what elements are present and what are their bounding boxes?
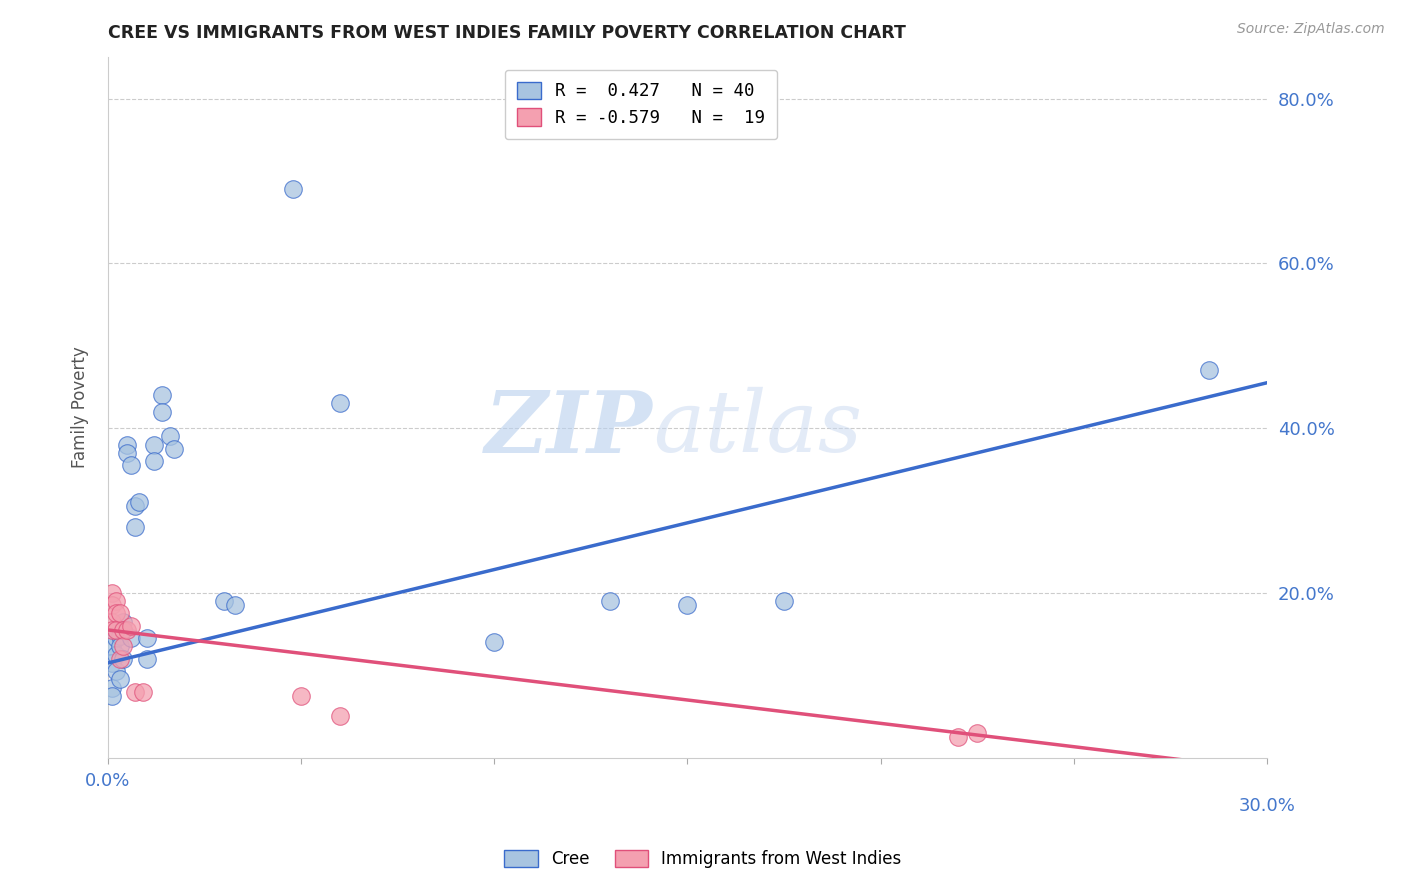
Legend: R =  0.427   N = 40, R = -0.579   N =  19: R = 0.427 N = 40, R = -0.579 N = 19 — [505, 70, 778, 139]
Point — [101, 599, 124, 613]
Point — [212, 594, 235, 608]
Point — [159, 429, 181, 443]
Point — [101, 656, 124, 670]
Point — [224, 599, 246, 613]
Point — [132, 685, 155, 699]
Point — [104, 594, 127, 608]
Point — [112, 652, 135, 666]
Point — [101, 615, 124, 629]
Point — [117, 437, 139, 451]
Point — [104, 607, 127, 621]
Point — [101, 623, 124, 637]
Point — [773, 594, 796, 608]
Point — [101, 681, 124, 695]
Point — [104, 631, 127, 645]
Point — [329, 709, 352, 723]
Point — [104, 664, 127, 678]
Point — [135, 631, 157, 645]
Point — [946, 730, 969, 744]
Point — [290, 689, 312, 703]
Point — [163, 442, 186, 456]
Point — [966, 726, 988, 740]
Point — [143, 437, 166, 451]
Point — [112, 615, 135, 629]
Point — [117, 446, 139, 460]
Legend: Cree, Immigrants from West Indies: Cree, Immigrants from West Indies — [498, 843, 908, 875]
Point — [135, 652, 157, 666]
Point — [124, 520, 146, 534]
Point — [101, 689, 124, 703]
Text: 30.0%: 30.0% — [1239, 797, 1295, 814]
Point — [101, 640, 124, 654]
Point — [108, 652, 131, 666]
Point — [150, 388, 173, 402]
Text: CREE VS IMMIGRANTS FROM WEST INDIES FAMILY POVERTY CORRELATION CHART: CREE VS IMMIGRANTS FROM WEST INDIES FAMI… — [108, 24, 905, 42]
Point — [108, 623, 131, 637]
Text: atlas: atlas — [652, 387, 862, 470]
Point — [117, 623, 139, 637]
Point — [143, 454, 166, 468]
Text: Source: ZipAtlas.com: Source: ZipAtlas.com — [1237, 22, 1385, 37]
Point — [112, 623, 135, 637]
Point — [112, 640, 135, 654]
Point — [104, 623, 127, 637]
Point — [124, 500, 146, 514]
Point — [128, 495, 150, 509]
Point — [120, 458, 142, 473]
Point — [108, 629, 131, 643]
Point — [112, 623, 135, 637]
Point — [150, 404, 173, 418]
Point — [124, 685, 146, 699]
Point — [484, 635, 506, 649]
Point — [112, 623, 135, 637]
Point — [599, 594, 621, 608]
Point — [101, 586, 124, 600]
Point — [108, 640, 131, 654]
Point — [329, 396, 352, 410]
Point — [676, 599, 699, 613]
Point — [120, 619, 142, 633]
Point — [1198, 363, 1220, 377]
Point — [104, 623, 127, 637]
Point — [283, 182, 305, 196]
Point — [120, 631, 142, 645]
Point — [108, 607, 131, 621]
Point — [108, 673, 131, 687]
Y-axis label: Family Poverty: Family Poverty — [72, 347, 89, 468]
Text: ZIP: ZIP — [485, 387, 652, 470]
Point — [104, 648, 127, 662]
